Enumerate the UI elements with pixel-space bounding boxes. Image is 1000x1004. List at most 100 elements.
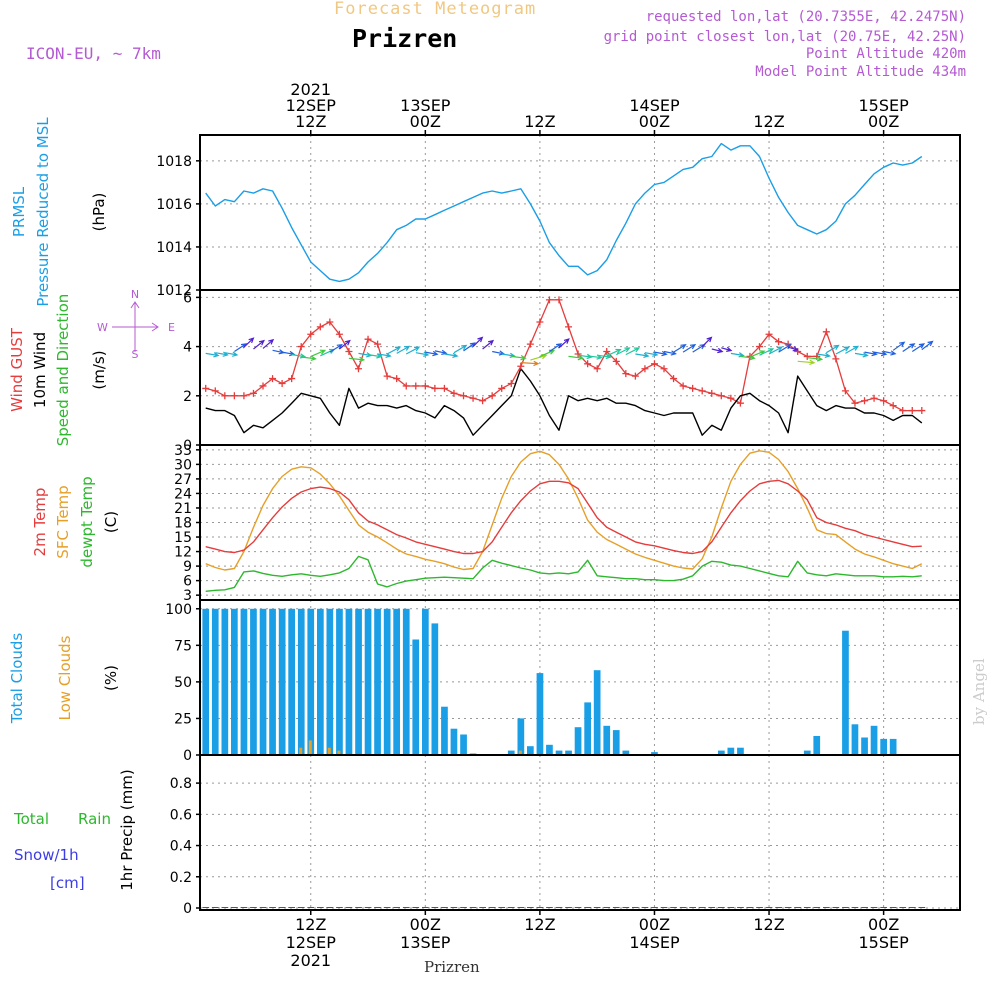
total-cloud-bar — [288, 608, 295, 755]
precip-bar — [651, 907, 658, 908]
pressure-panel-frame — [199, 134, 961, 291]
wind-direction-arrow — [578, 353, 593, 360]
wind-direction-arrow — [348, 356, 366, 363]
total-cloud-bar — [202, 608, 210, 755]
compass-w: W — [97, 321, 108, 334]
total-cloud-bar — [593, 670, 601, 755]
total-cloud-bar — [374, 608, 381, 755]
precip-bar — [527, 907, 534, 908]
watermark: by Angel — [970, 658, 988, 725]
y-tick-label: 9 — [183, 559, 192, 575]
total-cloud-bar — [612, 730, 620, 755]
precip-bar — [784, 907, 792, 908]
model-altitude: Model Point Altitude 434m — [755, 64, 966, 80]
gust-marker — [755, 343, 763, 351]
gust-marker — [660, 365, 668, 373]
wind-direction-arrow — [845, 345, 860, 354]
compass-n: N — [131, 288, 139, 301]
x-axis-label-bottom: 14SEP — [629, 933, 680, 952]
precip-bar — [450, 907, 458, 908]
y-tick-label: 2 — [183, 389, 192, 405]
gust-marker — [822, 328, 830, 336]
gust-marker — [889, 402, 897, 410]
gust-marker — [536, 318, 544, 326]
precip-bar — [756, 907, 763, 908]
precip-bar — [278, 907, 286, 908]
precip-bar — [737, 907, 744, 908]
wind-direction-arrow — [701, 336, 713, 348]
total-cloud-bar — [727, 747, 735, 755]
wind-direction-arrow — [453, 344, 468, 354]
x-axis-label-top: 00Z — [639, 112, 670, 131]
precip-bar — [250, 907, 257, 908]
wind-direction-arrow — [262, 338, 275, 349]
wind-direction-arrow — [310, 349, 327, 357]
precip-bar — [823, 907, 830, 908]
gust-marker — [374, 340, 382, 348]
gust-marker — [297, 343, 305, 351]
wind-direction-arrow — [472, 336, 484, 348]
total-cloud-bar — [842, 630, 849, 755]
precip-bar — [326, 907, 334, 908]
y-tick-label: 1016 — [156, 197, 192, 213]
total-cloud-bar — [880, 738, 887, 755]
y-tick-label: 1014 — [156, 240, 192, 256]
low-cloud-bar — [299, 747, 303, 755]
gust-marker — [545, 296, 553, 304]
y-tick-label: 12 — [174, 545, 192, 561]
total-cloud-bar — [355, 608, 362, 755]
wind-direction-arrow — [673, 343, 687, 353]
precip-bar — [202, 907, 210, 908]
gust-marker — [440, 384, 448, 392]
wind-direction-arrow — [243, 337, 255, 348]
wind-direction-arrow — [272, 349, 285, 355]
precip-bar — [259, 907, 267, 908]
wind-direction-arrow — [864, 350, 878, 357]
wind-direction-arrow — [520, 360, 540, 367]
gust-marker — [230, 392, 238, 400]
precip-bar — [498, 907, 506, 908]
gust-marker — [641, 365, 649, 373]
compass-arrows-icon — [112, 301, 159, 352]
wind-direction-arrow — [511, 354, 527, 361]
precip-bar — [469, 907, 477, 908]
low-cloud-bar — [308, 740, 312, 755]
gust-marker — [335, 330, 343, 338]
total-cloud-bar — [527, 746, 534, 755]
total-cloud-bar — [431, 623, 439, 755]
precip-bar — [441, 907, 448, 908]
y-tick-label: 33 — [174, 443, 192, 459]
x-axis-label-top: 00Z — [868, 112, 899, 131]
wind-direction-arrow — [892, 341, 906, 351]
x-axis-label-bottom: 12SEP — [286, 933, 337, 952]
gust-marker — [565, 323, 573, 331]
total-cloud-bar — [317, 608, 324, 755]
total-cloud-bar — [278, 608, 286, 755]
precip-bar — [240, 907, 248, 908]
precip-bar — [908, 907, 916, 908]
gust-marker — [832, 355, 840, 363]
gust-marker — [584, 360, 592, 368]
wind-direction-arrow — [902, 343, 916, 353]
y-tick-label: 50 — [174, 675, 192, 691]
x-axis-label-top: 2021 — [290, 80, 331, 99]
cloud-unit-label: (%) — [102, 665, 120, 691]
gust-marker — [450, 389, 458, 397]
temp-2m-line — [205, 479, 922, 555]
wind-direction-arrow — [663, 350, 677, 356]
precip-bar — [708, 907, 716, 908]
gust-marker — [240, 392, 248, 400]
precip-bar — [574, 907, 582, 908]
precip-bar — [355, 907, 362, 908]
gust-marker — [460, 392, 468, 400]
gust-marker — [574, 350, 582, 358]
pressure-unit-label: (hPa) — [90, 193, 108, 232]
y-tick-label: 0.6 — [170, 807, 192, 823]
precip-bar — [383, 907, 391, 908]
compass-e: E — [168, 321, 175, 334]
total-cloud-bar — [297, 608, 305, 755]
total-cloud-bar — [221, 608, 229, 755]
wind-direction-arrow — [825, 344, 840, 354]
pressure-label-msl: Pressure Reduced to MSL — [34, 117, 52, 307]
precip-legend-rain: Rain — [78, 810, 111, 828]
